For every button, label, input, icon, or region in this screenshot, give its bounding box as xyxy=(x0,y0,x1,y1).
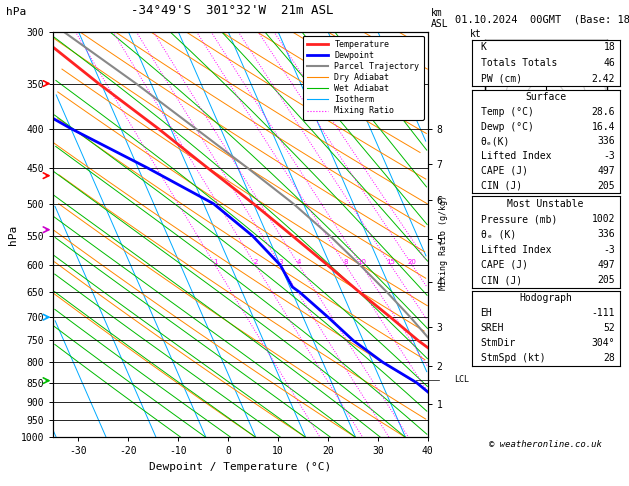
Text: Surface: Surface xyxy=(525,92,566,102)
Text: 2.42: 2.42 xyxy=(592,73,615,84)
Text: SREH: SREH xyxy=(481,324,504,333)
Text: CIN (J): CIN (J) xyxy=(481,181,521,191)
Text: CAPE (J): CAPE (J) xyxy=(481,260,528,270)
Text: CAPE (J): CAPE (J) xyxy=(481,166,528,176)
Text: 46: 46 xyxy=(603,58,615,68)
Text: 10: 10 xyxy=(357,259,366,265)
Text: 28.6: 28.6 xyxy=(592,107,615,117)
Text: 205: 205 xyxy=(598,181,615,191)
Text: 28: 28 xyxy=(603,353,615,364)
Text: 15: 15 xyxy=(386,259,395,265)
Text: kt: kt xyxy=(470,29,482,39)
Text: 3: 3 xyxy=(279,259,283,265)
Text: 336: 336 xyxy=(598,229,615,240)
Text: ☁: ☁ xyxy=(526,108,533,114)
Text: 52: 52 xyxy=(603,324,615,333)
Text: 1002: 1002 xyxy=(592,214,615,224)
Text: 18: 18 xyxy=(603,42,615,52)
Text: 4: 4 xyxy=(297,259,301,265)
Text: Most Unstable: Most Unstable xyxy=(508,199,584,209)
Text: ☁: ☁ xyxy=(536,104,543,110)
Text: 16.4: 16.4 xyxy=(592,122,615,132)
Text: PW (cm): PW (cm) xyxy=(481,73,521,84)
Text: K: K xyxy=(481,42,486,52)
Text: -3: -3 xyxy=(603,151,615,161)
Text: Pressure (mb): Pressure (mb) xyxy=(481,214,557,224)
Text: -111: -111 xyxy=(592,309,615,318)
Text: Lifted Index: Lifted Index xyxy=(481,244,551,255)
Text: 01.10.2024  00GMT  (Base: 18): 01.10.2024 00GMT (Base: 18) xyxy=(455,14,629,24)
Text: ☁: ☁ xyxy=(512,114,519,120)
Text: Totals Totals: Totals Totals xyxy=(481,58,557,68)
Text: km
ASL: km ASL xyxy=(431,8,448,29)
Text: 1: 1 xyxy=(213,259,218,265)
Text: 205: 205 xyxy=(598,275,615,285)
Text: θₑ (K): θₑ (K) xyxy=(481,229,516,240)
Text: -3: -3 xyxy=(603,244,615,255)
Text: CIN (J): CIN (J) xyxy=(481,275,521,285)
Text: StmSpd (kt): StmSpd (kt) xyxy=(481,353,545,364)
Text: LCL: LCL xyxy=(454,375,469,384)
Text: Dewp (°C): Dewp (°C) xyxy=(481,122,533,132)
Text: 20: 20 xyxy=(408,259,417,265)
Text: 2: 2 xyxy=(253,259,258,265)
Text: θₑ(K): θₑ(K) xyxy=(481,137,510,146)
Text: -34°49'S  301°32'W  21m ASL: -34°49'S 301°32'W 21m ASL xyxy=(131,4,334,17)
Text: © weatheronline.co.uk: © weatheronline.co.uk xyxy=(489,440,602,449)
Text: 497: 497 xyxy=(598,260,615,270)
Text: Temp (°C): Temp (°C) xyxy=(481,107,533,117)
Text: StmDir: StmDir xyxy=(481,338,516,348)
X-axis label: Dewpoint / Temperature (°C): Dewpoint / Temperature (°C) xyxy=(150,462,331,472)
Text: Mixing Ratio (g/kg): Mixing Ratio (g/kg) xyxy=(439,195,448,290)
Text: 8: 8 xyxy=(343,259,348,265)
Text: 497: 497 xyxy=(598,166,615,176)
Text: Lifted Index: Lifted Index xyxy=(481,151,551,161)
Legend: Temperature, Dewpoint, Parcel Trajectory, Dry Adiabat, Wet Adiabat, Isotherm, Mi: Temperature, Dewpoint, Parcel Trajectory… xyxy=(303,36,423,120)
Text: EH: EH xyxy=(481,309,493,318)
Text: 304°: 304° xyxy=(592,338,615,348)
Text: Hodograph: Hodograph xyxy=(519,294,572,303)
Y-axis label: hPa: hPa xyxy=(8,225,18,244)
Text: 336: 336 xyxy=(598,137,615,146)
Text: hPa: hPa xyxy=(6,7,26,17)
